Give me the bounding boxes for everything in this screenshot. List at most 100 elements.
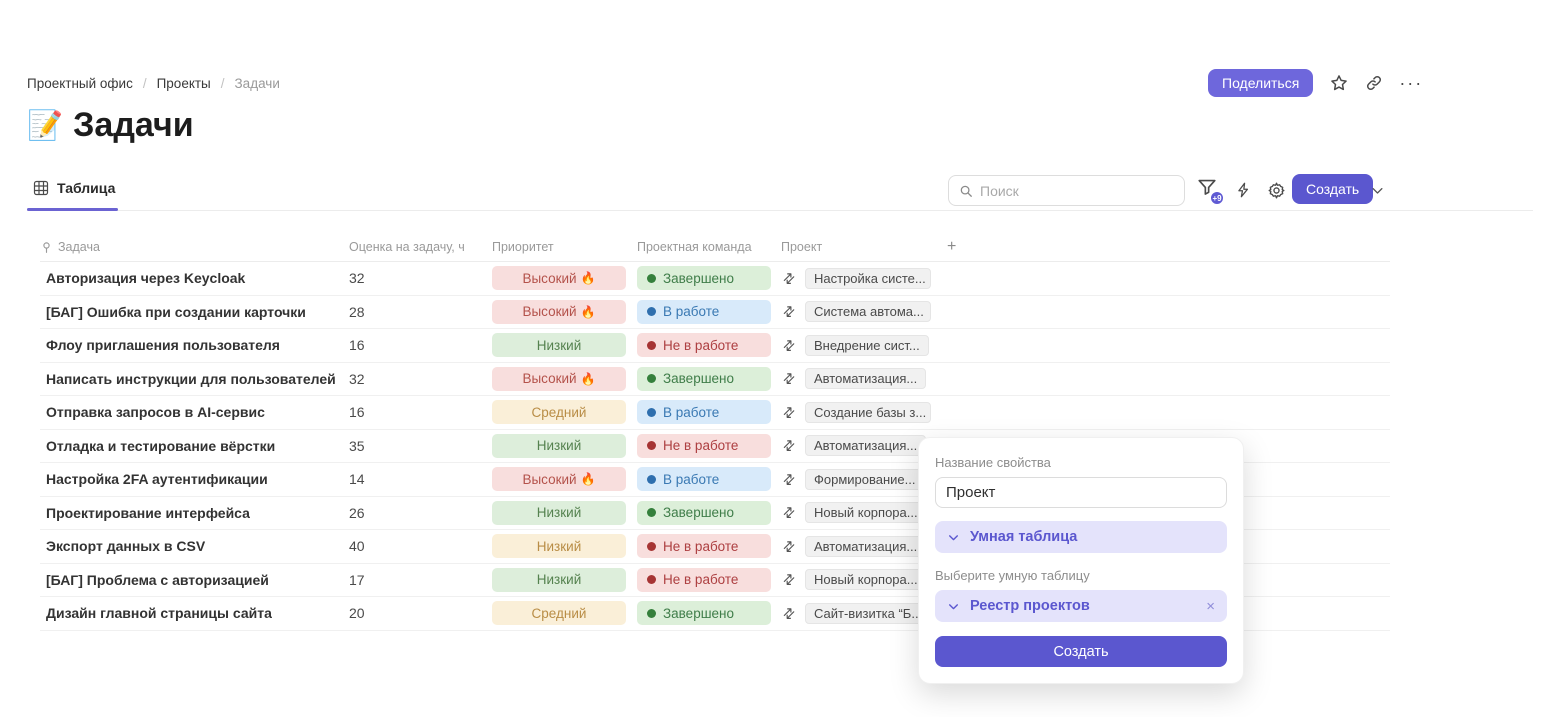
status-badge[interactable]: В работе [637,467,771,492]
create-button[interactable]: Создать [1292,174,1374,204]
task-title[interactable]: [БАГ] Проблема с авторизацией [46,571,269,588]
priority-badge[interactable]: Средний [492,601,626,626]
status-badge[interactable]: Не в работе [637,433,771,458]
automation-bolt-icon[interactable] [1235,180,1252,200]
table-row[interactable]: [БАГ] Проблема с авторизацией 17 Низкий Не … [40,564,1390,597]
share-button[interactable]: Поделиться [1208,69,1314,97]
status-badge[interactable]: Не в работе [637,333,771,358]
project-chip[interactable]: Новый корпора... [805,569,927,591]
status-badge[interactable]: В работе [637,400,771,425]
status-label: Не в работе [663,572,739,588]
favorite-star-icon[interactable] [1329,73,1349,93]
priority-badge[interactable]: Низкий [492,534,626,559]
column-header-label: Задача [58,240,100,254]
status-badge[interactable]: Завершено [637,500,771,525]
project-chip[interactable]: Внедрение сист... [805,334,929,356]
project-chip[interactable]: Автоматизация... [805,435,927,457]
project-chip[interactable]: Создание базы з... [805,401,931,423]
column-header-estimate[interactable]: Оценка на задачу, ч [349,240,492,254]
priority-label: Высокий [522,371,577,387]
create-chevron-down-icon[interactable] [1370,183,1385,198]
task-estimate[interactable]: 20 [349,605,365,622]
table-row[interactable]: Экспорт данных в CSV 40 Низкий Не в работе ⇄… [40,530,1390,564]
project-chip[interactable]: Система автома... [805,301,931,323]
task-title[interactable]: Отправка запросов в AI-сервис [46,404,265,421]
table-row[interactable]: Флоу приглашения пользователя 16 Низкий Не … [40,329,1390,363]
add-column-button[interactable]: + [947,238,957,255]
task-title[interactable]: [БАГ] Ошибка при создании карточки [46,303,306,320]
task-title[interactable]: Авторизация через Keycloak [46,270,246,287]
priority-badge[interactable]: Высокий 🔥 [492,266,626,291]
close-icon[interactable]: × [1206,597,1215,615]
more-icon[interactable]: ··· [1399,72,1424,93]
priority-badge[interactable]: Высокий 🔥 [492,467,626,492]
priority-badge[interactable]: Низкий [492,333,626,358]
column-header-task[interactable]: Задача [40,240,349,255]
filter-funnel-icon[interactable]: +9 [1196,176,1225,206]
status-badge[interactable]: В работе [637,299,771,324]
table-row[interactable]: Настройка 2FA аутентификации 14 Высокий 🔥 В … [40,463,1390,497]
breadcrumb-item[interactable]: Проектный офис [27,76,133,91]
status-label: В работе [663,304,720,320]
priority-label: Низкий [536,505,582,521]
project-chip[interactable]: Автоматизация... [805,368,927,390]
column-header-team[interactable]: Проектная команда [637,240,781,254]
status-badge[interactable]: Завершено [637,601,771,626]
task-estimate[interactable]: 14 [349,471,365,488]
table-row[interactable]: Дизайн главной страницы сайта 20 Средний За… [40,597,1390,631]
task-title[interactable]: Написать инструкции для пользователей [46,370,336,387]
status-badge[interactable]: Завершено [637,366,771,391]
settings-gear-icon[interactable] [1267,181,1286,200]
table-row[interactable]: Авторизация через Keycloak 32 Высокий 🔥 Заве… [40,262,1390,296]
status-dot-icon [647,340,656,350]
table-row[interactable]: [БАГ] Ошибка при создании карточки 28 Высо… [40,296,1390,329]
property-name-input[interactable] [935,477,1227,508]
breadcrumb-item[interactable]: Проекты [156,76,211,91]
project-chip[interactable]: Настройка систе... [805,267,931,289]
project-chip[interactable]: Новый корпора... [805,502,927,524]
link-icon[interactable] [1365,74,1383,92]
task-title[interactable]: Проектирование интерфейса [46,504,250,521]
project-chip[interactable]: Автоматизация... [805,535,927,557]
tab-table[interactable]: Таблица [33,180,115,196]
table-row[interactable]: Отправка запросов в AI-сервис 16 Средний В … [40,396,1390,430]
status-badge[interactable]: Не в работе [637,567,771,592]
task-estimate[interactable]: 32 [349,370,365,387]
task-estimate[interactable]: 26 [349,504,365,521]
priority-badge[interactable]: Низкий [492,433,626,458]
status-dot-icon [647,407,656,417]
popup-create-button[interactable]: Создать [935,636,1227,667]
priority-badge[interactable]: Низкий [492,500,626,525]
task-title[interactable]: Отладка и тестирование вёрстки [46,437,276,454]
priority-label: Высокий [522,270,577,286]
status-badge[interactable]: Не в работе [637,534,771,559]
priority-badge[interactable]: Высокий 🔥 [492,366,626,391]
search-box[interactable] [948,175,1185,206]
column-header-project[interactable]: Проект [781,240,947,254]
column-header-priority[interactable]: Приоритет [492,240,637,254]
task-estimate[interactable]: 17 [349,571,365,588]
table-row[interactable]: Написать инструкции для пользователей 32 В… [40,363,1390,396]
status-badge[interactable]: Завершено [637,266,771,291]
task-estimate[interactable]: 35 [349,437,365,454]
priority-badge[interactable]: Средний [492,400,626,425]
status-label: Завершено [663,270,735,286]
task-estimate[interactable]: 40 [349,538,365,555]
task-title[interactable]: Флоу приглашения пользователя [46,337,280,354]
task-estimate[interactable]: 16 [349,337,365,354]
table-row[interactable]: Проектирование интерфейса 26 Низкий Заверше… [40,497,1390,530]
search-input[interactable] [980,182,1174,199]
project-chip[interactable]: Формирование... [805,468,925,490]
task-estimate[interactable]: 32 [349,270,365,287]
task-title[interactable]: Экспорт данных в CSV [46,538,206,555]
project-chip[interactable]: Сайт-визитка “Б... [805,602,931,624]
smart-table-select[interactable]: Реестр проектов × [935,590,1227,622]
task-title[interactable]: Дизайн главной страницы сайта [46,605,272,622]
task-estimate[interactable]: 28 [349,303,365,320]
search-icon [959,184,973,198]
priority-badge[interactable]: Высокий 🔥 [492,299,626,324]
task-estimate[interactable]: 16 [349,404,365,421]
property-type-select[interactable]: Умная таблица [935,521,1227,553]
task-title[interactable]: Настройка 2FA аутентификации [46,471,268,488]
priority-badge[interactable]: Низкий [492,567,626,592]
